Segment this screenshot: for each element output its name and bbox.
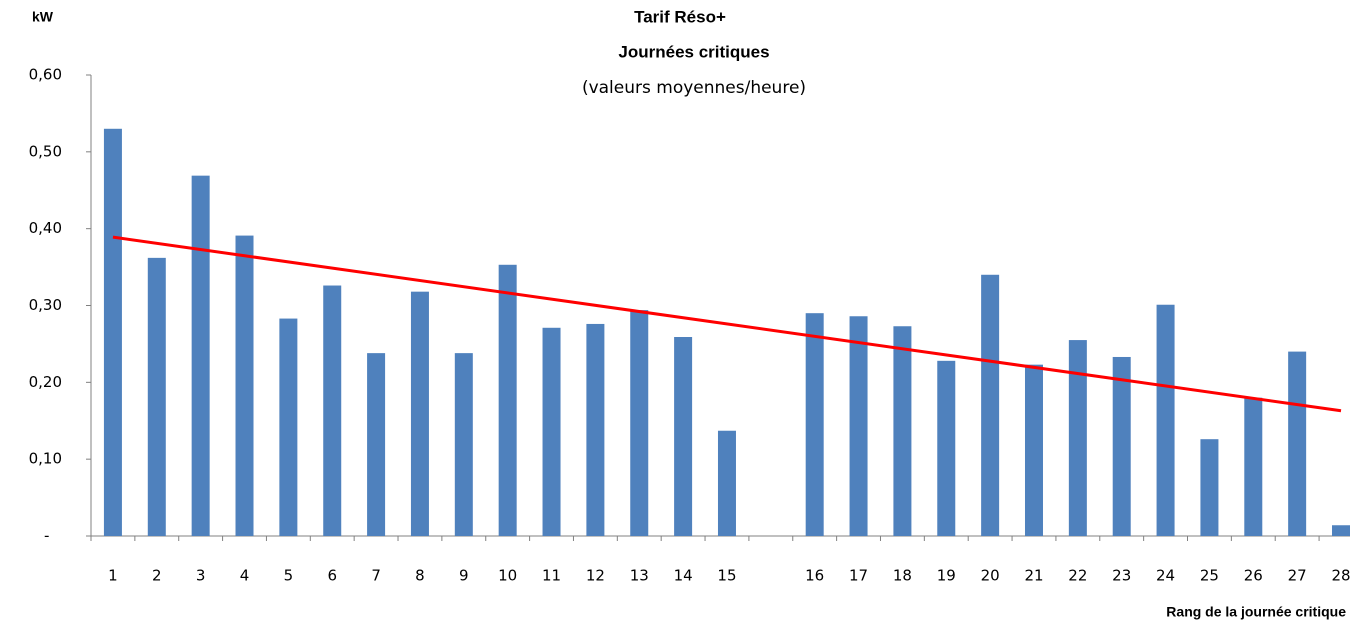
chart-note: (valeurs moyennes/heure) [582,78,806,98]
bar [1244,397,1263,536]
bar [454,353,473,536]
bar [1156,304,1175,536]
x-tick-label: 20 [981,567,1000,585]
bar [1288,351,1307,536]
bar [323,285,342,536]
x-tick-label: 26 [1244,567,1263,585]
y-axis-label: kW [32,9,54,25]
y-tick-label: 0,30 [29,296,62,314]
x-tick-label: 14 [674,567,693,585]
bar [498,264,517,536]
bar [1200,439,1219,536]
x-tick-label: 16 [805,567,824,585]
x-tick-label: 23 [1112,567,1131,585]
x-tick-label: 9 [459,567,469,585]
y-tick-label: 0,10 [29,450,62,468]
x-tick-label: 10 [498,567,517,585]
bar [191,175,210,536]
x-tick-label: 12 [586,567,605,585]
trend-line [112,235,1342,413]
x-tick-label: 18 [893,567,912,585]
x-tick-label: 3 [196,567,206,585]
bar [279,318,298,536]
chart-subtitle: Journées critiques [618,42,769,61]
bar [367,353,386,536]
x-tick-label: 19 [937,567,956,585]
x-tick-label: 1 [108,567,118,585]
y-tick-label: 0,60 [29,66,62,84]
bar [1332,525,1350,536]
y-tick-label: 0,20 [29,373,62,391]
bar [937,360,956,536]
x-tick-label: 28 [1331,567,1350,585]
x-tick-label: 21 [1024,567,1043,585]
bar [1068,340,1087,536]
bar [981,274,1000,536]
x-tick-label: 7 [371,567,381,585]
x-tick-label: 15 [717,567,736,585]
bar [717,430,736,536]
x-tick-label: 11 [542,567,561,585]
chart-title: Tarif Réso+ [634,7,726,26]
bar [893,326,912,536]
x-axis-label: Rang de la journée critique [1166,604,1346,620]
x-tick-label: 25 [1200,567,1219,585]
y-tick-label: 0,50 [29,142,62,160]
bar [630,310,649,536]
x-tick-label: 13 [630,567,649,585]
x-tick-label: 4 [240,567,250,585]
x-tick-label: 6 [327,567,337,585]
bar [586,323,605,536]
x-tick-label: 17 [849,567,868,585]
x-tick-label: 27 [1288,567,1307,585]
bar [849,316,868,536]
bar [1112,356,1131,536]
x-tick-label: 8 [415,567,425,585]
y-tick-label: 0,40 [29,219,62,237]
bar [103,128,122,537]
bar [410,291,429,536]
x-tick-label: 22 [1068,567,1087,585]
bar [235,235,254,536]
bar [805,313,824,536]
x-tick-label: 24 [1156,567,1175,585]
bar [542,327,561,536]
y-tick-label: - [44,527,49,545]
x-tick-label: 2 [152,567,162,585]
bar [147,257,166,536]
bar [1024,364,1043,536]
bar [674,337,693,536]
x-tick-label: 5 [284,567,294,585]
